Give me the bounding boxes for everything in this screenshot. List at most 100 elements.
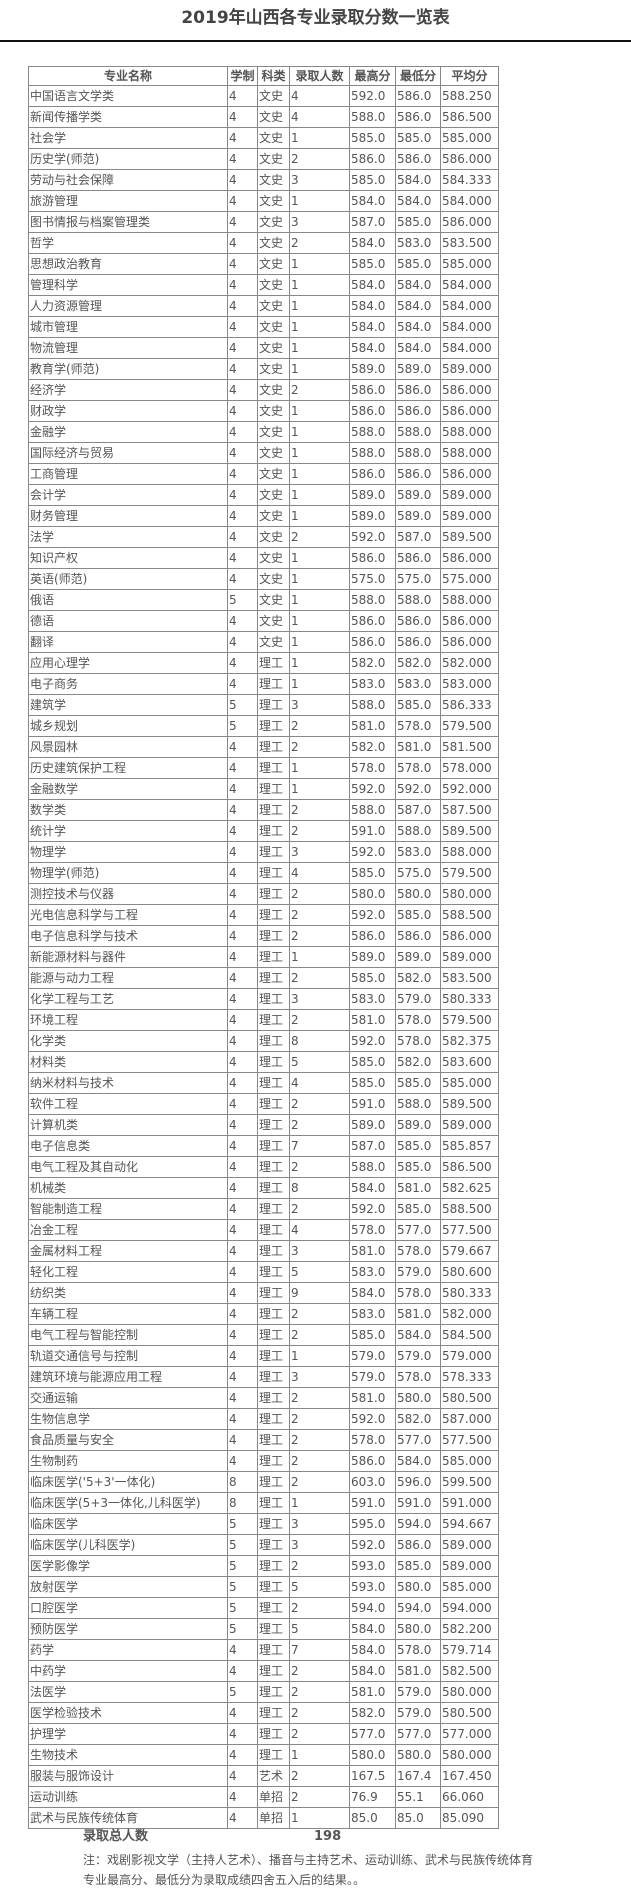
- table-row: 社会学 4 文史 1 585.0 585.0 585.000: [28, 127, 499, 149]
- cell-category: 理工: [257, 1744, 290, 1766]
- cell-category: 理工: [257, 652, 290, 674]
- cell-max-score: 580.0: [349, 1744, 396, 1766]
- cell-min-score: 584.0: [395, 169, 441, 191]
- cell-category: 理工: [257, 1618, 290, 1640]
- cell-major-name: 统计学: [28, 820, 228, 842]
- cell-duration: 4: [227, 211, 258, 233]
- cell-major-name: 物理学(师范): [28, 862, 228, 884]
- cell-duration: 4: [227, 673, 258, 695]
- cell-major-name: 物理学: [28, 841, 228, 863]
- table-row: 经济学 4 文史 2 586.0 586.0 586.000: [28, 379, 499, 401]
- cell-min-score: 578.0: [395, 1639, 441, 1661]
- table-row: 纳米材料与技术 4 理工 4 585.0 585.0 585.000: [28, 1072, 499, 1094]
- cell-duration: 4: [227, 1723, 258, 1745]
- cell-admitted-count: 1: [289, 316, 350, 338]
- cell-max-score: 586.0: [349, 463, 396, 485]
- table-row: 生物技术 4 理工 1 580.0 580.0 580.000: [28, 1744, 499, 1766]
- cell-max-score: 167.5: [349, 1765, 396, 1787]
- cell-category: 理工: [257, 1450, 290, 1472]
- cell-category: 理工: [257, 1282, 290, 1304]
- header-major-name: 专业名称: [28, 66, 228, 86]
- cell-category: 理工: [257, 883, 290, 905]
- cell-duration: 4: [227, 85, 258, 107]
- cell-category: 理工: [257, 1198, 290, 1220]
- cell-min-score: 588.0: [395, 442, 441, 464]
- cell-min-score: 580.0: [395, 1618, 441, 1640]
- cell-avg-score: 599.500: [440, 1471, 499, 1493]
- cell-duration: 4: [227, 253, 258, 275]
- table-row: 轨道交通信号与控制 4 理工 1 579.0 579.0 579.000: [28, 1345, 499, 1367]
- cell-duration: 4: [227, 421, 258, 443]
- cell-admitted-count: 3: [289, 988, 350, 1010]
- cell-category: 文史: [257, 484, 290, 506]
- cell-duration: 4: [227, 1198, 258, 1220]
- cell-category: 文史: [257, 568, 290, 590]
- cell-major-name: 轨道交通信号与控制: [28, 1345, 228, 1367]
- cell-avg-score: 585.000: [440, 253, 499, 275]
- cell-admitted-count: 4: [289, 106, 350, 128]
- cell-avg-score: 584.000: [440, 337, 499, 359]
- cell-duration: 4: [227, 295, 258, 317]
- table-row: 生物信息学 4 理工 2 592.0 582.0 587.000: [28, 1408, 499, 1430]
- cell-max-score: 584.0: [349, 1618, 396, 1640]
- cell-max-score: 591.0: [349, 1093, 396, 1115]
- cell-avg-score: 588.250: [440, 85, 499, 107]
- cell-duration: 4: [227, 1660, 258, 1682]
- cell-avg-score: 582.500: [440, 1660, 499, 1682]
- cell-avg-score: 582.200: [440, 1618, 499, 1640]
- cell-min-score: 578.0: [395, 1282, 441, 1304]
- cell-admitted-count: 1: [289, 421, 350, 443]
- cell-avg-score: 167.450: [440, 1765, 499, 1787]
- table-row: 口腔医学 5 理工 2 594.0 594.0 594.000: [28, 1597, 499, 1619]
- table-row: 管理科学 4 文史 1 584.0 584.0 584.000: [28, 274, 499, 296]
- table-row: 会计学 4 文史 1 589.0 589.0 589.000: [28, 484, 499, 506]
- cell-category: 理工: [257, 694, 290, 716]
- cell-min-score: 577.0: [395, 1723, 441, 1745]
- cell-admitted-count: 1: [289, 400, 350, 422]
- cell-min-score: 586.0: [395, 85, 441, 107]
- cell-admitted-count: 1: [289, 127, 350, 149]
- cell-category: 文史: [257, 148, 290, 170]
- cell-duration: 4: [227, 1639, 258, 1661]
- cell-max-score: 594.0: [349, 1597, 396, 1619]
- table-row: 图书情报与档案管理类 4 文史 3 587.0 585.0 586.000: [28, 211, 499, 233]
- cell-max-score: 584.0: [349, 274, 396, 296]
- cell-duration: 4: [227, 127, 258, 149]
- cell-category: 理工: [257, 1702, 290, 1724]
- table-row: 英语(师范) 4 文史 1 575.0 575.0 575.000: [28, 568, 499, 590]
- cell-duration: 4: [227, 988, 258, 1010]
- cell-admitted-count: 4: [289, 85, 350, 107]
- cell-avg-score: 588.000: [440, 589, 499, 611]
- cell-admitted-count: 2: [289, 736, 350, 758]
- cell-duration: 4: [227, 1366, 258, 1388]
- cell-min-score: 589.0: [395, 505, 441, 527]
- cell-major-name: 轻化工程: [28, 1261, 228, 1283]
- cell-avg-score: 584.000: [440, 295, 499, 317]
- cell-min-score: 585.0: [395, 253, 441, 275]
- table-row: 思想政治教育 4 文史 1 585.0 585.0 585.000: [28, 253, 499, 275]
- cell-min-score: 586.0: [395, 610, 441, 632]
- cell-major-name: 智能制造工程: [28, 1198, 228, 1220]
- cell-avg-score: 586.000: [440, 211, 499, 233]
- cell-min-score: 587.0: [395, 799, 441, 821]
- cell-category: 理工: [257, 715, 290, 737]
- cell-avg-score: 85.090: [440, 1807, 499, 1829]
- cell-avg-score: 579.714: [440, 1639, 499, 1661]
- cell-min-score: 581.0: [395, 736, 441, 758]
- cell-duration: 5: [227, 1534, 258, 1556]
- cell-avg-score: 586.000: [440, 631, 499, 653]
- table-row: 临床医学(5+3一体化,儿科医学) 8 理工 1 591.0 591.0 591.000: [28, 1492, 499, 1514]
- cell-max-score: 589.0: [349, 358, 396, 380]
- cell-max-score: 586.0: [349, 925, 396, 947]
- table-row: 中国语言文学类 4 文史 4 592.0 586.0 588.250: [28, 85, 499, 107]
- table-row: 金属材料工程 4 理工 3 581.0 578.0 579.667: [28, 1240, 499, 1262]
- cell-avg-score: 577.500: [440, 1429, 499, 1451]
- table-row: 轻化工程 4 理工 5 583.0 579.0 580.600: [28, 1261, 499, 1283]
- cell-duration: 4: [227, 484, 258, 506]
- header-admitted-count: 录取人数: [289, 66, 350, 86]
- cell-category: 理工: [257, 673, 290, 695]
- cell-duration: 4: [227, 169, 258, 191]
- cell-min-score: 589.0: [395, 358, 441, 380]
- table-row: 化学工程与工艺 4 理工 3 583.0 579.0 580.333: [28, 988, 499, 1010]
- cell-avg-score: 580.000: [440, 1681, 499, 1703]
